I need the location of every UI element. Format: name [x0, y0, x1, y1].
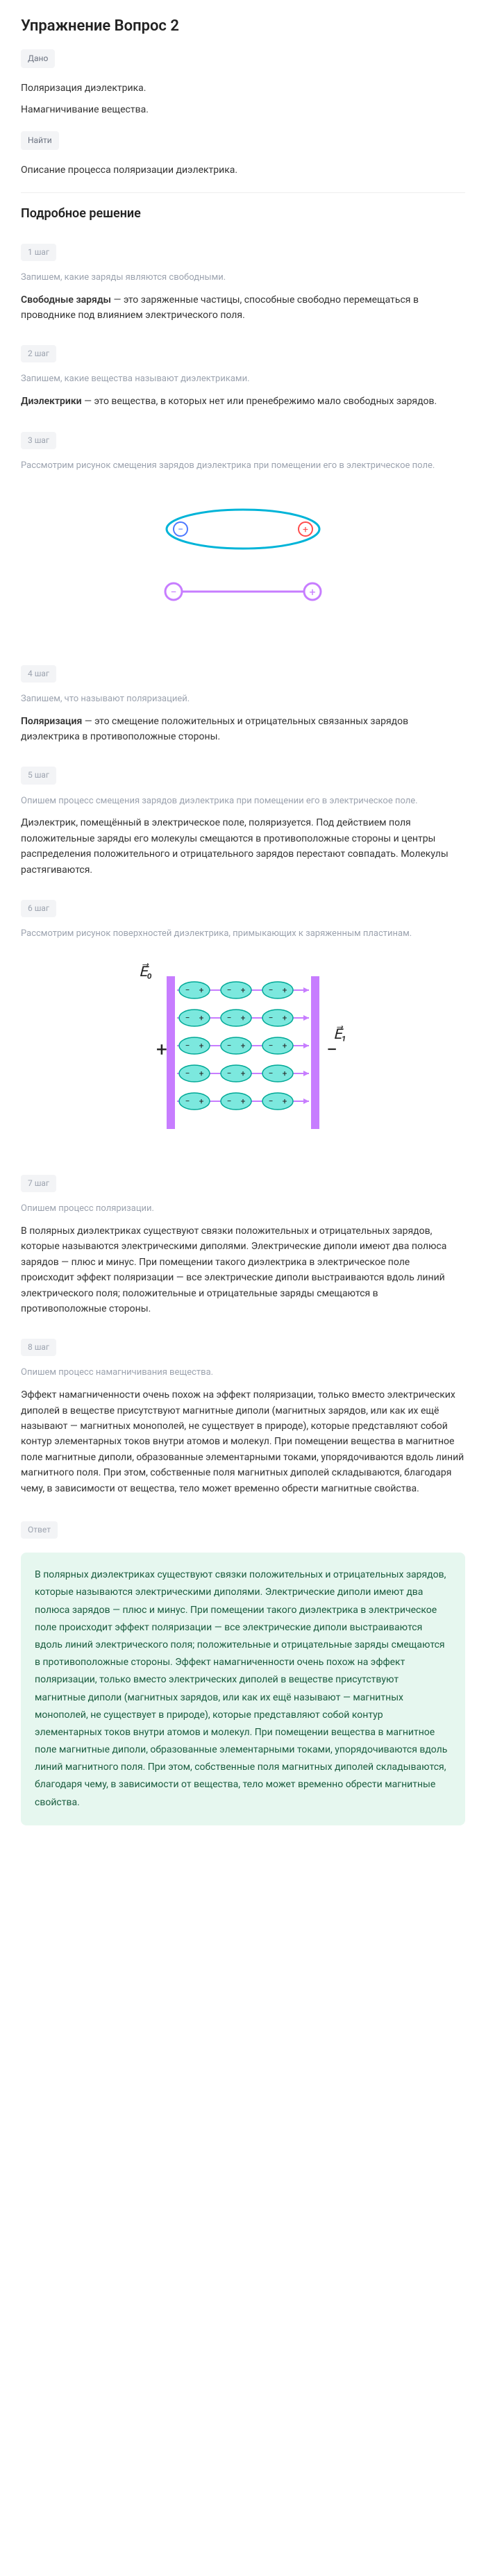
svg-text:+: +	[303, 524, 308, 535]
step-badge: 6 шаг	[21, 900, 56, 917]
svg-text:+: +	[283, 1041, 287, 1051]
detailed-heading: Подробное решение	[21, 192, 465, 224]
svg-text:−: −	[185, 1013, 190, 1023]
svg-text:−: −	[185, 1069, 190, 1078]
svg-text:+: +	[241, 1069, 246, 1078]
svg-text:+: +	[156, 1038, 167, 1061]
step-badge: 1 шаг	[21, 244, 56, 261]
given-line-2: Намагничивание вещества.	[21, 102, 465, 117]
svg-text:−: −	[227, 1041, 232, 1051]
svg-text:−: −	[185, 1096, 190, 1106]
step-content: Диэлектрик, помещённый в электрическое п…	[21, 815, 465, 878]
step-note: Опишем процесс поляризации.	[21, 1202, 465, 1216]
step-note: Запишем, какие вещества называют диэлект…	[21, 372, 465, 387]
given-badge: Дано	[21, 49, 55, 68]
svg-text:−: −	[227, 985, 232, 995]
step-badge: 2 шаг	[21, 345, 56, 362]
svg-text:+: +	[199, 1069, 204, 1078]
svg-text:+: +	[283, 985, 287, 995]
svg-text:−: −	[227, 1069, 232, 1078]
plates-diagram: E⃗₀ E⃗₁ + − −+−+−+−+−+−+−+−+−+−+−+−+−+−+…	[21, 955, 465, 1150]
dipole-diagram: − + − +	[21, 487, 465, 640]
svg-text:−: −	[269, 1013, 274, 1023]
svg-text:−: −	[170, 585, 176, 599]
step-badge: 3 шаг	[21, 432, 56, 449]
find-badge: Найти	[21, 131, 59, 150]
answer-content: В полярных диэлектриках существуют связк…	[21, 1553, 465, 1825]
step-badge: 8 шаг	[21, 1339, 56, 1356]
svg-text:+: +	[283, 1013, 287, 1023]
answer-badge: Ответ	[21, 1521, 58, 1539]
svg-text:−: −	[178, 524, 183, 535]
svg-text:+: +	[241, 1041, 246, 1051]
svg-text:−: −	[269, 1096, 274, 1106]
step-note: Рассмотрим рисунок смещения зарядов диэл…	[21, 459, 465, 474]
svg-text:−: −	[185, 985, 190, 995]
svg-text:+: +	[241, 985, 246, 995]
step-content: Диэлектрики — это вещества, в которых не…	[21, 394, 465, 409]
svg-text:−: −	[326, 1038, 337, 1061]
step-content: В полярных диэлектриках существуют связк…	[21, 1223, 465, 1316]
svg-text:−: −	[269, 985, 274, 995]
svg-text:+: +	[199, 1096, 204, 1106]
step-note: Запишем, что называют поляризацией.	[21, 692, 465, 707]
step-badge: 5 шаг	[21, 767, 56, 784]
step-note: Опишем процесс намагничивания вещества.	[21, 1366, 465, 1380]
svg-text:+: +	[199, 1013, 204, 1023]
step-content: Свободные заряды — это заряженные частиц…	[21, 292, 465, 324]
svg-text:+: +	[283, 1096, 287, 1106]
svg-text:−: −	[227, 1096, 232, 1106]
svg-text:+: +	[199, 985, 204, 995]
step-content: Поляризация — это смещение положительных…	[21, 714, 465, 745]
exercise-title: Упражнение Вопрос 2	[21, 14, 465, 38]
svg-text:E⃗₀: E⃗₀	[139, 962, 153, 980]
svg-text:−: −	[227, 1013, 232, 1023]
step-badge: 7 шаг	[21, 1175, 56, 1192]
svg-text:−: −	[185, 1041, 190, 1051]
svg-text:+: +	[283, 1069, 287, 1078]
svg-text:−: −	[269, 1069, 274, 1078]
svg-text:+: +	[199, 1041, 204, 1051]
svg-text:−: −	[269, 1041, 274, 1051]
step-badge: 4 шаг	[21, 665, 56, 683]
svg-text:+: +	[241, 1096, 246, 1106]
svg-text:+: +	[241, 1013, 246, 1023]
svg-text:+: +	[309, 585, 315, 599]
find-text: Описание процесса поляризации диэлектрик…	[21, 162, 465, 178]
step-note: Запишем, какие заряды являются свободным…	[21, 271, 465, 285]
step-note: Рассмотрим рисунок поверхностей диэлектр…	[21, 927, 465, 942]
given-line-1: Поляризация диэлектрика.	[21, 81, 465, 96]
step-content: Эффект намагниченности очень похож на эф…	[21, 1387, 465, 1496]
step-note: Опишем процесс смещения зарядов диэлектр…	[21, 794, 465, 809]
